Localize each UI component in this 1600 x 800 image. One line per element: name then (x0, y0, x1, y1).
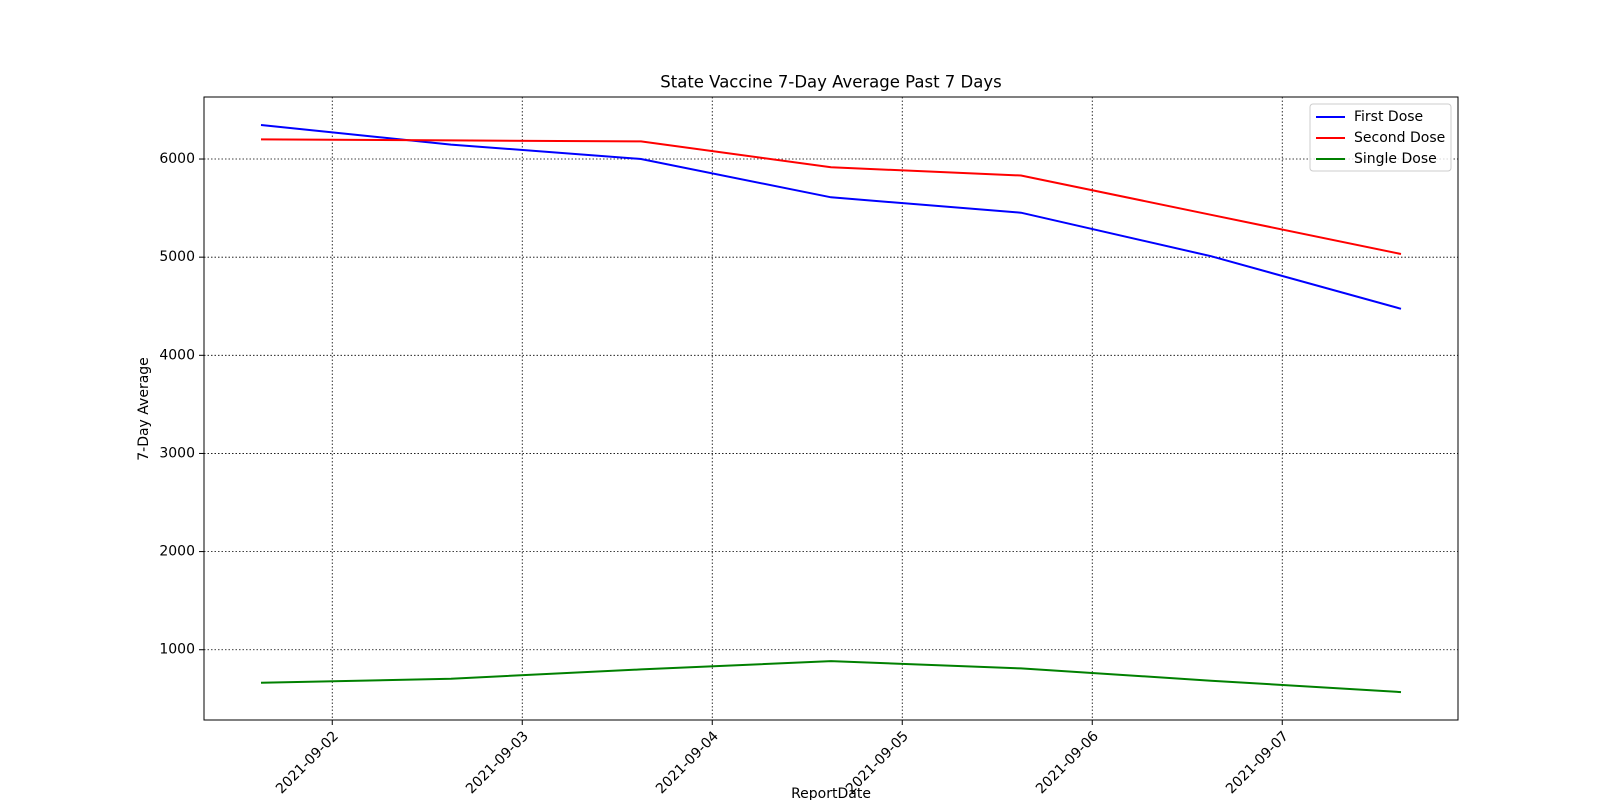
x-tick-label: 2021-09-04 (653, 728, 722, 797)
y-axis-label: 7-Day Average (136, 357, 152, 461)
y-tick-label: 5000 (159, 249, 195, 265)
legend-label: Second Dose (1354, 130, 1445, 146)
y-tick-label: 6000 (159, 151, 195, 167)
plot-frame (203, 96, 1459, 721)
series-line (260, 124, 1402, 310)
legend-box (1309, 103, 1452, 172)
y-tick-label: 1000 (159, 642, 195, 658)
x-tick-label: 2021-09-06 (1033, 728, 1102, 797)
series-line (260, 660, 1402, 694)
y-tick-label: 3000 (159, 445, 195, 461)
legend-label: Single Dose (1354, 151, 1437, 167)
x-tick-label: 2021-09-07 (1223, 728, 1292, 797)
x-tick-label: 2021-09-03 (463, 728, 532, 797)
chart-title: State Vaccine 7-Day Average Past 7 Days (660, 73, 1001, 92)
x-tick-label: 2021-09-02 (273, 728, 342, 797)
y-tick-label: 4000 (159, 347, 195, 363)
legend-label: First Dose (1354, 109, 1423, 125)
x-tick-label: 2021-09-05 (843, 728, 912, 797)
y-tick-label: 2000 (159, 544, 195, 560)
legend: First Dose Second Dose Single Dose (1309, 103, 1452, 172)
x-axis-label: ReportDate (791, 786, 871, 800)
series-line (260, 138, 1402, 255)
